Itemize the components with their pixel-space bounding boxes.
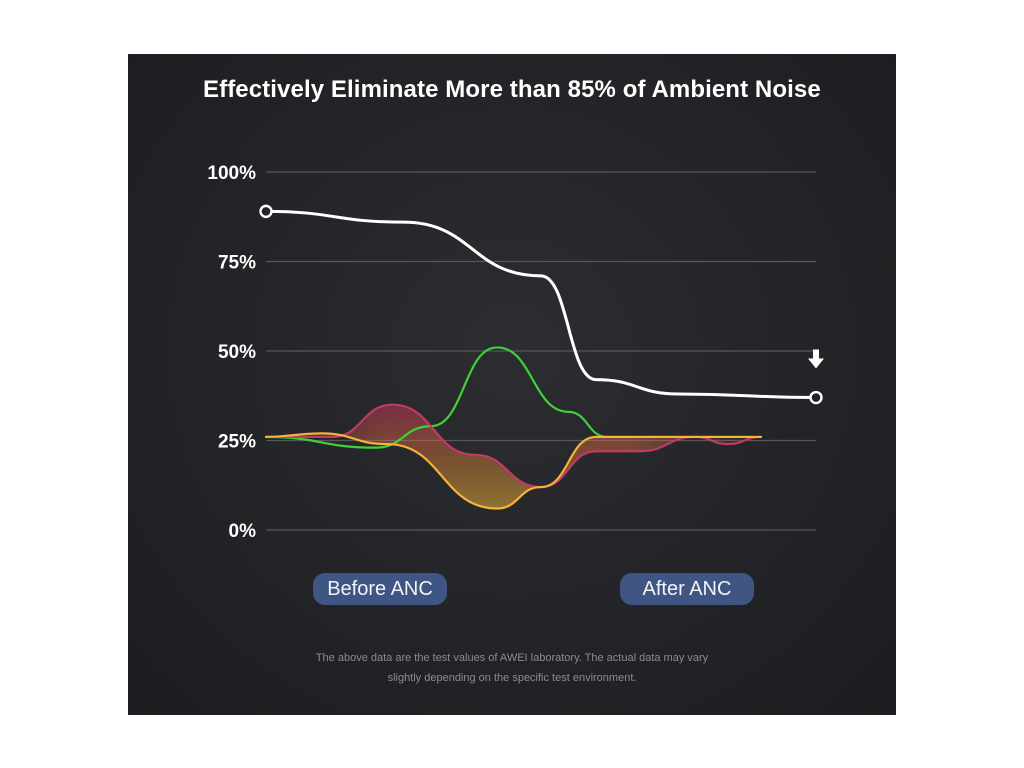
green-line <box>264 346 763 449</box>
y-tick-label: 50% <box>218 342 256 363</box>
markers <box>259 204 824 405</box>
arrow-down-icon <box>808 349 824 369</box>
chart-panel: Effectively Eliminate More than 85% of A… <box>128 54 896 715</box>
y-axis: 100% 75% 50% 25% 0% <box>207 163 256 542</box>
y-tick-label: 0% <box>229 521 257 542</box>
footnote: The above data are the test values of AW… <box>128 648 896 688</box>
y-tick-label: 25% <box>218 432 256 453</box>
grid <box>266 171 816 531</box>
noise-fill <box>266 404 761 509</box>
series-group <box>264 209 818 510</box>
before-anc-button[interactable]: Before ANC <box>313 573 447 605</box>
y-tick-label: 75% <box>218 253 256 274</box>
ambient-noise-line <box>264 209 818 400</box>
yellow-line <box>264 432 763 510</box>
chart-title: Effectively Eliminate More than 85% of A… <box>203 76 821 103</box>
noise-fill-area <box>266 404 761 509</box>
y-tick-label: 100% <box>207 163 256 184</box>
end-marker <box>809 390 823 405</box>
footnote-line-2: slightly depending on the specific test … <box>387 672 637 684</box>
start-marker <box>259 204 273 219</box>
line-chart: 100% 75% 50% 25% 0% <box>207 163 824 542</box>
footnote-line-1: The above data are the test values of AW… <box>315 652 709 664</box>
after-anc-button[interactable]: After ANC <box>620 573 754 605</box>
